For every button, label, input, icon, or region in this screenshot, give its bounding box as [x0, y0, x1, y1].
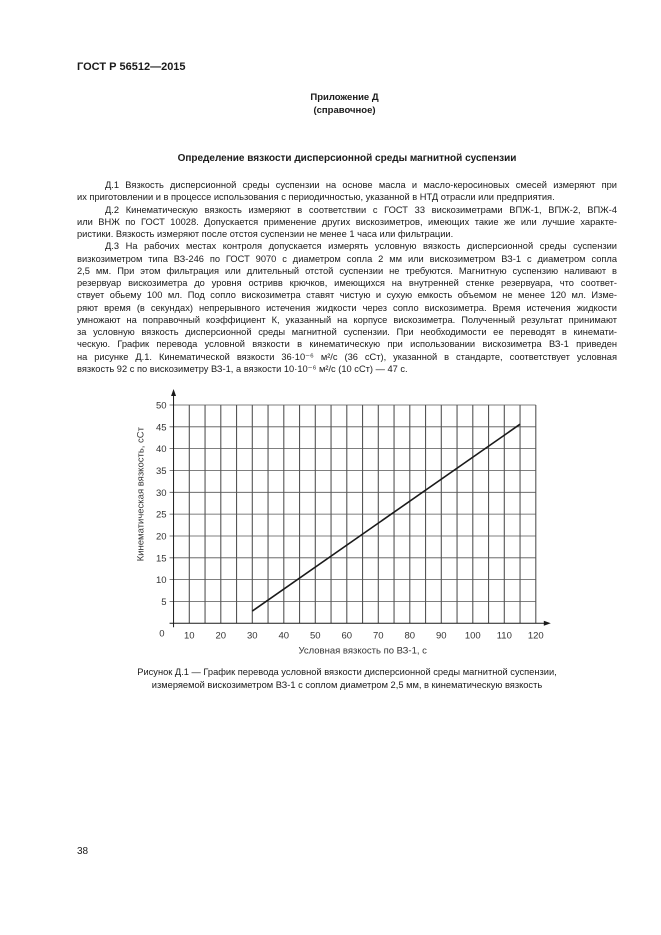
text-line: на рисунке Д.1. Кинематической вязкости …: [77, 351, 617, 362]
document-header: ГОСТ Р 56512—2015: [77, 61, 186, 73]
caption-line: измеряемой вискозиметром ВЗ-1 с соплом д…: [151, 679, 543, 690]
annex-title: Приложение Д: [310, 92, 379, 103]
section-title: Определение вязкости дисперсионной среды…: [177, 153, 517, 164]
x-axis-arrow: [543, 620, 551, 626]
x-tick-label: 70: [373, 630, 384, 641]
x-tick-label: 30: [247, 630, 258, 641]
text-line: вязкость 92 с по вискозиметру ВЗ-1, а вя…: [77, 363, 408, 374]
text-line: резервуар вискозиметра до уровня остривв…: [77, 278, 617, 288]
x-tick-label: 110: [497, 630, 512, 641]
annex-note: (справочное): [313, 105, 376, 116]
x-axis-label: Условная вязкость по ВЗ-1, с: [298, 645, 427, 656]
x-tick-label: 10: [184, 630, 195, 641]
text-line: визкозиметром типа ВЗ-246 по ГОСТ 9070 с…: [77, 253, 617, 264]
text-line: Д.3 На рабочих местах контроля допускает…: [105, 241, 617, 252]
x-tick-label: 60: [342, 630, 353, 641]
y-axis-arrow: [171, 389, 177, 396]
y-tick-label: 25: [156, 510, 167, 521]
text-line: ствует обьему 100 мл. Под сопло вискозим…: [77, 290, 617, 301]
y-tick-label: 45: [156, 422, 167, 433]
text-line: ческую. График перевода условной вязкост…: [77, 339, 617, 350]
y-tick-label: 30: [156, 488, 167, 499]
viscosity-conversion-chart: 10 20 30 40 50 60 70 80 90 100 110 120 5 10 15 20 25 30 35…: [136, 389, 551, 656]
y-tick-label: 20: [156, 531, 167, 542]
paragraph: Д.3 На рабочих местах контроля допускает…: [77, 240, 617, 375]
origin-label: 0: [159, 628, 164, 639]
text-line: ристики. Вязкость измеряют после отстоя …: [77, 229, 454, 239]
x-tick-label: 80: [405, 630, 416, 641]
x-tick-label: 100: [465, 630, 481, 641]
x-tick-label: 90: [436, 630, 447, 641]
y-tick-label: 15: [156, 553, 167, 564]
x-tick-label: 120: [528, 630, 544, 641]
series-line: [251, 423, 521, 612]
x-tick-label: 20: [216, 630, 227, 641]
y-tick-label: 5: [161, 597, 166, 608]
text-line: или ВНЖ по ГОСТ 10028. Допускается приме…: [77, 216, 617, 227]
paragraph: Д.2 Кинематическую вязкость измеряют в с…: [77, 204, 617, 241]
body-text: Д.1 Вязкость дисперсионной среды суспенз…: [77, 179, 617, 375]
page-number: 38: [77, 846, 89, 857]
text-line: ряют время (в секундах) непрерывного ист…: [77, 302, 617, 313]
x-tick-label: 50: [310, 630, 321, 641]
y-axis-label: Кинематическая вязкость, сСт: [136, 426, 147, 561]
figure-caption: Рисунок Д.1 — График перевода условной в…: [77, 666, 617, 691]
text-line: Д.1 Вязкость дисперсионной среды суспенз…: [105, 180, 617, 190]
text-line: за условную вязкость дисперсионной среды…: [77, 327, 617, 337]
text-line: Д.2 Кинематическую вязкость измеряют в с…: [105, 204, 617, 215]
y-tick-label: 50: [156, 401, 167, 412]
annex-heading: Приложение Д (справочное): [0, 91, 661, 117]
y-tick-label: 35: [156, 466, 167, 477]
text-line: их приготовлении и в процессе использова…: [77, 192, 555, 203]
x-tick-label: 40: [279, 630, 290, 641]
y-tick-label: 10: [156, 575, 167, 586]
text-line: 2,5 мм. При этом фильтрация или длительн…: [77, 265, 617, 276]
text-line: умножают на поправочный коэффициент К, у…: [77, 314, 617, 325]
paragraph: Д.1 Вязкость дисперсионной среды суспенз…: [77, 179, 617, 204]
y-tick-label: 40: [156, 444, 167, 455]
caption-line: Рисунок Д.1 — График перевода условной в…: [137, 667, 557, 677]
